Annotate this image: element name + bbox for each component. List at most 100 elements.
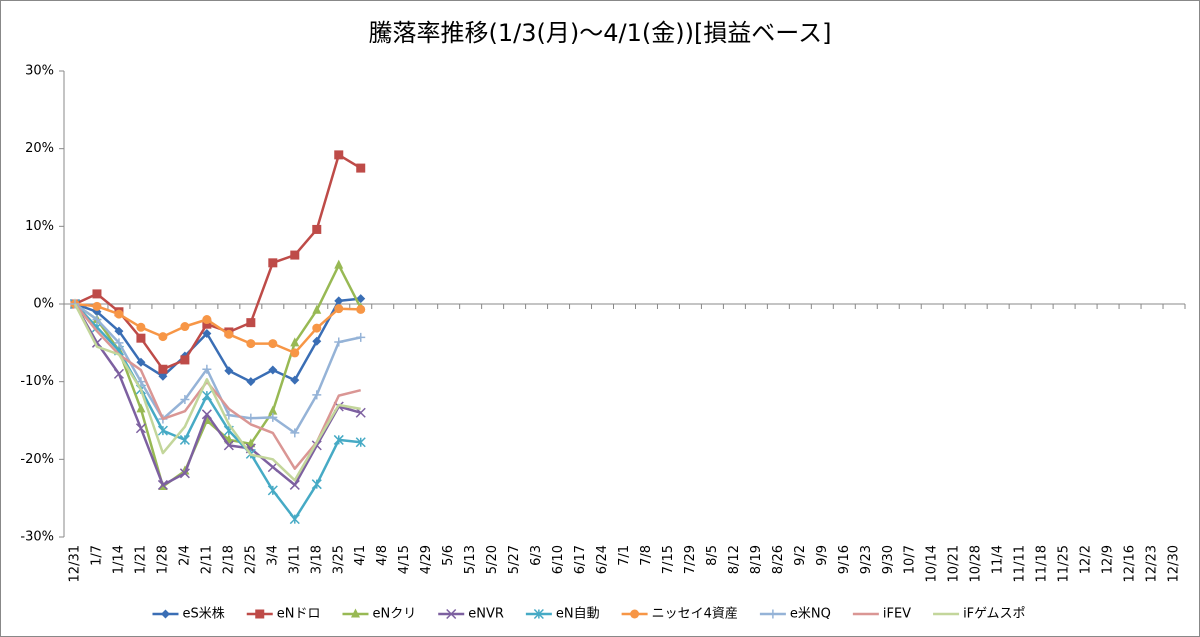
x-tick-label: 12/9 [1101, 545, 1116, 574]
y-tick-label: 20% [25, 141, 54, 156]
legend-item: iFゲムスポ [933, 607, 1026, 622]
x-tick-label: 6/10 [551, 545, 566, 574]
x-tick-label: 3/4 [265, 545, 280, 566]
marker [158, 364, 168, 374]
marker [246, 413, 256, 423]
marker [136, 377, 146, 387]
marker [202, 364, 212, 374]
legend-item: iFEV [852, 607, 911, 622]
x-tick-label: 2/25 [243, 545, 258, 574]
marker [136, 322, 146, 332]
x-tick-label: 12/16 [1123, 545, 1138, 582]
legend-item: eS米株 [152, 607, 225, 622]
marker [246, 318, 256, 328]
chart-title: 騰落率推移(1/3(月)～4/1(金))[損益ベース] [369, 19, 832, 47]
x-tick-label: 8/5 [705, 545, 720, 566]
marker [290, 348, 300, 358]
x-tick-label: 1/14 [111, 545, 126, 574]
x-tick-label: 5/27 [507, 545, 522, 574]
x-tick-label: 12/31 [67, 545, 82, 582]
legend: eS米株 eNドロ eNクリ eNVR eN自動 ニッセイ4資産 e米NQ iFEV iFゲムス… [152, 606, 1026, 622]
marker [290, 375, 300, 385]
marker [92, 301, 102, 311]
marker [224, 410, 234, 420]
marker [289, 514, 300, 525]
x-tick-label: 11/4 [991, 545, 1006, 574]
x-tick-label: 4/1 [353, 545, 368, 566]
series-line [73, 303, 362, 487]
marker [246, 438, 256, 448]
marker [334, 296, 344, 306]
x-tick-label: 10/14 [925, 545, 940, 582]
marker [630, 609, 640, 619]
marker [333, 434, 344, 445]
marker [446, 608, 457, 620]
x-tick-label: 7/15 [661, 545, 676, 574]
x-tick-label: 4/29 [419, 545, 434, 574]
marker [246, 377, 256, 387]
marker [160, 609, 170, 619]
x-tick-label: 5/13 [463, 545, 478, 574]
x-tick-label: 8/26 [771, 545, 786, 574]
y-tick-label: 10% [25, 219, 54, 234]
x-tick-label: 6/17 [573, 545, 588, 574]
legend-label: e米NQ [790, 607, 831, 622]
marker [356, 332, 366, 342]
marker [350, 608, 360, 618]
marker [179, 468, 190, 479]
x-tick-label: 11/25 [1057, 545, 1072, 582]
marker [158, 371, 168, 381]
x-tick-label: 7/8 [639, 545, 654, 566]
marker [136, 357, 146, 367]
marker [312, 390, 322, 400]
marker [180, 322, 190, 332]
marker [70, 299, 80, 309]
legend-item: ニッセイ4資産 [621, 606, 738, 622]
marker [290, 337, 300, 347]
marker [202, 319, 212, 329]
marker [334, 259, 344, 269]
x-tick-label: 2/11 [199, 545, 214, 574]
x-tick-label: 6/24 [595, 545, 610, 574]
legend-label: eNVR [468, 607, 504, 622]
legend-item: eNVR [438, 607, 504, 622]
marker [334, 337, 344, 347]
marker [355, 407, 366, 418]
x-tick-label: 12/2 [1079, 545, 1094, 574]
x-tick-label: 9/16 [837, 545, 852, 574]
marker [268, 405, 278, 415]
x-tick-label: 9/30 [881, 545, 896, 574]
x-tick-label: 9/2 [793, 545, 808, 566]
marker [114, 338, 124, 348]
x-tick-label: 9/23 [859, 545, 874, 574]
marker [312, 336, 322, 346]
marker [356, 304, 366, 314]
x-tick-label: 3/11 [287, 545, 302, 574]
marker [312, 323, 322, 333]
marker [157, 479, 168, 490]
legend-label: iFEV [883, 607, 911, 622]
y-tick-label: 0% [33, 297, 54, 312]
marker [356, 163, 366, 173]
x-tick-label: 2/18 [221, 545, 236, 574]
legend-label: eS米株 [182, 607, 224, 622]
marker [312, 224, 322, 234]
marker [334, 304, 344, 314]
legend-item: eNクリ [342, 607, 416, 622]
x-tick-label: 5/20 [485, 545, 500, 574]
marker [202, 315, 212, 325]
x-tick-label: 10/21 [947, 545, 962, 582]
marker [180, 395, 190, 405]
x-tick-label: 3/18 [309, 545, 324, 574]
legend-item: eN自動 [525, 607, 600, 622]
marker [267, 485, 278, 496]
marker [224, 329, 234, 339]
x-tick-label: 4/15 [397, 545, 412, 574]
x-tick-label: 8/19 [749, 545, 764, 574]
marker [92, 315, 102, 325]
y-tick-label: 30% [25, 64, 54, 79]
marker [114, 309, 124, 319]
x-tick-label: 3/25 [331, 545, 346, 574]
marker [311, 479, 322, 490]
